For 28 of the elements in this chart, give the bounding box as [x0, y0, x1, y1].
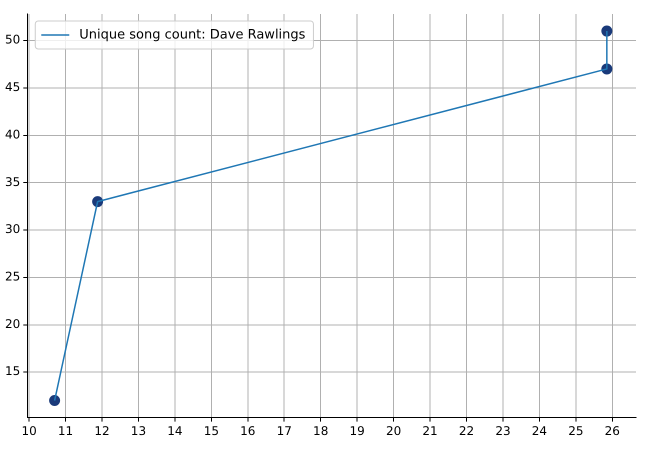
y-tick-label: 50	[4, 32, 20, 47]
x-tick-label: 23	[495, 424, 511, 438]
x-tick-label: 11	[58, 424, 74, 438]
x-tick-label: 16	[240, 424, 256, 438]
x-tick-label: 12	[94, 424, 110, 438]
x-tick-label: 14	[167, 424, 183, 438]
y-tick-label: 20	[4, 316, 20, 331]
x-tick-label: 17	[276, 424, 292, 438]
y-tick-label: 40	[4, 127, 20, 142]
point	[601, 26, 612, 37]
point	[49, 395, 60, 406]
y-tick-label: 30	[4, 222, 20, 236]
x-tick-label: 22	[458, 424, 474, 438]
x-tick-label: 21	[422, 424, 438, 438]
x-tick-label: 10	[21, 424, 37, 438]
x-tick-label: 24	[532, 424, 548, 438]
y-tick-label: 15	[4, 364, 20, 378]
legend-label: Unique song count: Dave Rawlings	[79, 27, 306, 42]
y-tick-label: 45	[4, 80, 20, 94]
x-tick-label: 13	[130, 424, 146, 438]
x-tick-label: 26	[604, 424, 620, 438]
x-tick-label: 19	[350, 424, 365, 438]
y-tick-label: 35	[4, 174, 20, 189]
y-tick-label: 25	[4, 270, 20, 284]
x-tick-label: 25	[568, 424, 584, 438]
x-tick-label: 20	[386, 424, 402, 438]
x-tick-label: 15	[204, 424, 219, 438]
x-tick-label: 18	[313, 424, 328, 438]
